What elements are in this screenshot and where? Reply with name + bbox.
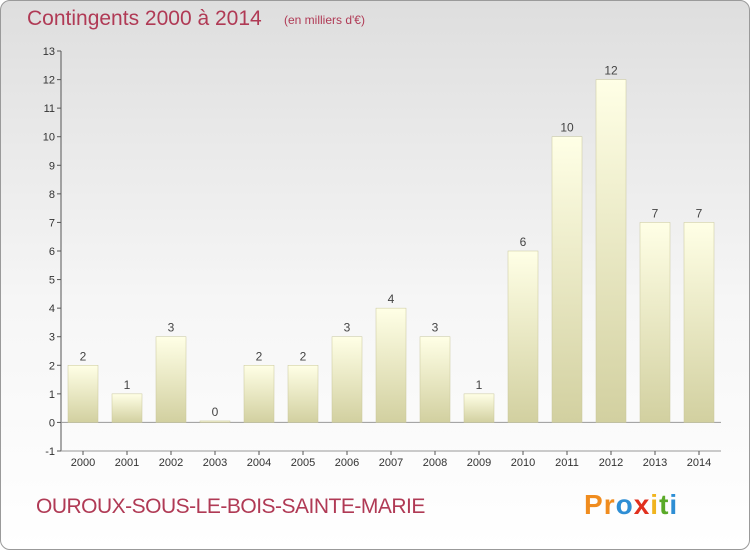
- x-tick-label: 2010: [511, 457, 535, 469]
- x-tick-label: 2014: [687, 457, 711, 469]
- x-tick-label: 2004: [247, 457, 271, 469]
- chart-title: Contingents 2000 à 2014: [27, 7, 262, 30]
- bar: [639, 222, 671, 423]
- data-label: 2: [300, 349, 307, 363]
- bar: [199, 420, 231, 423]
- bar: [683, 222, 715, 423]
- y-tick-label: 2: [49, 360, 55, 372]
- bar: [551, 136, 583, 423]
- logo-letter: i: [669, 489, 679, 520]
- y-tick-label: -1: [45, 446, 55, 458]
- y-tick-label: 13: [43, 46, 55, 58]
- bar: [155, 336, 187, 423]
- bar: [507, 250, 539, 423]
- y-tick-label: 9: [49, 160, 55, 172]
- data-label: 0: [212, 405, 219, 419]
- x-tick-label: 2008: [423, 457, 447, 469]
- logo-letter: P: [584, 489, 604, 520]
- x-tick-label: 2007: [379, 457, 403, 469]
- y-tick-label: 12: [43, 75, 55, 87]
- logo-letter: x: [633, 489, 651, 520]
- data-label: 12: [604, 64, 618, 78]
- x-tick-label: 2006: [335, 457, 359, 469]
- x-tick-label: 2003: [203, 457, 227, 469]
- proxiti-logo: Proxiti: [584, 489, 678, 521]
- data-label: 1: [124, 378, 131, 392]
- logo-letter: r: [603, 489, 616, 520]
- x-tick-label: 2011: [555, 457, 579, 469]
- bar: [287, 365, 319, 423]
- y-tick-label: 4: [49, 303, 55, 315]
- y-tick-label: 0: [49, 417, 55, 429]
- data-label: 7: [696, 206, 703, 220]
- y-tick-label: 7: [49, 217, 55, 229]
- data-label: 3: [344, 321, 351, 335]
- data-label: 10: [560, 121, 574, 135]
- data-label: 3: [432, 321, 439, 335]
- x-tick-label: 2009: [467, 457, 491, 469]
- bar: [419, 336, 451, 423]
- y-tick-label: 3: [49, 332, 55, 344]
- data-label: 3: [168, 321, 175, 335]
- bar: [595, 79, 627, 423]
- data-label: 4: [388, 292, 395, 306]
- logo-letter: i: [650, 489, 660, 520]
- y-tick-label: 10: [43, 132, 55, 144]
- logo-letter: o: [615, 489, 634, 520]
- x-tick-label: 2000: [71, 457, 95, 469]
- bar: [463, 393, 495, 423]
- chart-subtitle: (en milliers d'€): [284, 13, 365, 27]
- data-label: 2: [256, 349, 263, 363]
- commune-name: OUROUX-SOUS-LE-BOIS-SAINTE-MARIE: [36, 495, 425, 518]
- x-tick-label: 2005: [291, 457, 315, 469]
- data-label: 2: [80, 349, 87, 363]
- x-tick-label: 2001: [115, 457, 139, 469]
- logo-letter: t: [659, 489, 670, 520]
- data-label: 7: [652, 206, 659, 220]
- bar: [375, 307, 407, 423]
- x-tick-label: 2012: [599, 457, 623, 469]
- y-tick-label: 5: [49, 275, 55, 287]
- x-tick-label: 2002: [159, 457, 183, 469]
- y-tick-label: 11: [44, 103, 55, 115]
- data-label: 1: [476, 378, 483, 392]
- bar: [111, 393, 143, 423]
- bar: [67, 365, 99, 423]
- y-tick-label: 6: [49, 246, 55, 258]
- y-tick-label: 8: [49, 189, 55, 201]
- bar: [243, 365, 275, 423]
- data-label: 6: [520, 235, 527, 249]
- y-tick-label: 1: [49, 389, 55, 401]
- x-tick-label: 2013: [643, 457, 667, 469]
- bar: [331, 336, 363, 423]
